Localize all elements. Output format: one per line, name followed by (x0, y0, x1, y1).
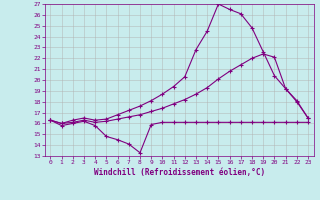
X-axis label: Windchill (Refroidissement éolien,°C): Windchill (Refroidissement éolien,°C) (94, 168, 265, 177)
